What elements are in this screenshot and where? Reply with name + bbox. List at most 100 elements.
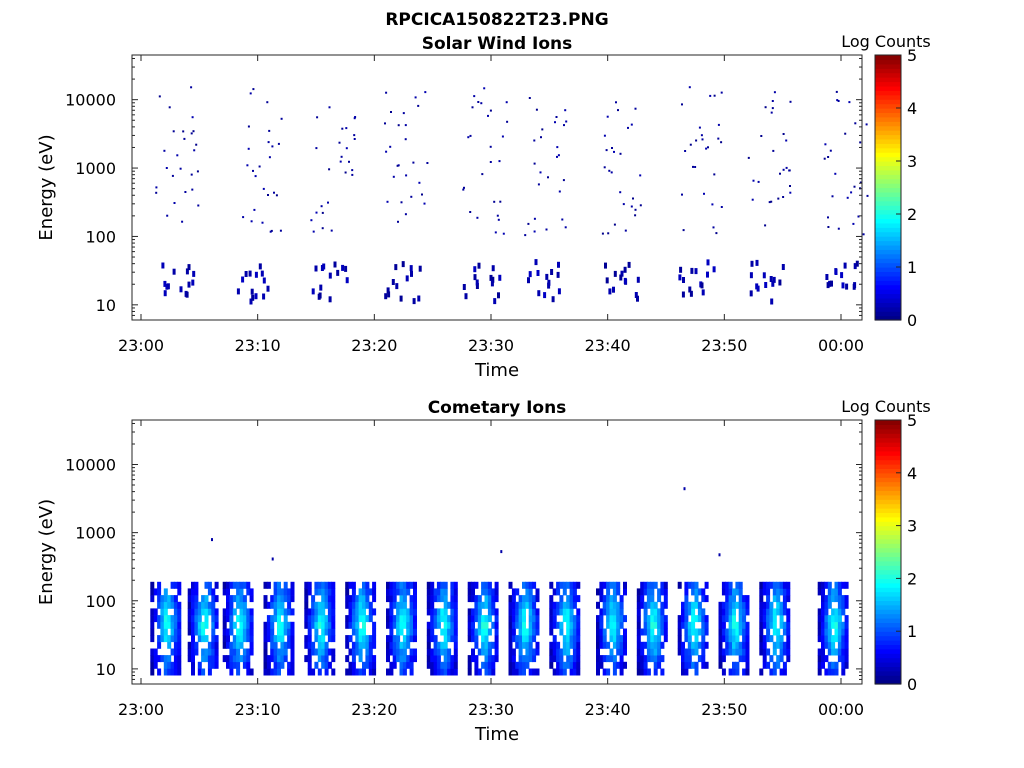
heatmap-cell — [547, 279, 551, 286]
heatmap-cell — [682, 229, 685, 232]
heatmap-cell — [338, 141, 341, 144]
heatmap-cell — [646, 621, 651, 629]
heatmap-cell — [177, 581, 182, 589]
heatmap-cell — [776, 588, 781, 596]
heatmap-cell — [535, 588, 540, 596]
heatmap-cell — [515, 661, 520, 669]
heatmap-cell — [533, 139, 536, 142]
heatmap-cell — [619, 655, 624, 663]
heatmap-cell — [211, 635, 216, 643]
heatmap-cell — [569, 581, 574, 589]
heatmap-cell — [769, 668, 774, 676]
heatmap-cell — [742, 655, 747, 663]
heatmap-cell — [187, 281, 191, 288]
heatmap-cell — [307, 641, 312, 649]
heatmap-cell — [576, 668, 581, 676]
heatmap-cell — [194, 615, 199, 623]
heatmap-cell — [728, 615, 733, 623]
heatmap-cell — [173, 601, 178, 609]
heatmap-cell — [166, 214, 169, 217]
heatmap-cell — [283, 641, 288, 649]
heatmap-cell — [663, 615, 668, 623]
heatmap-cell — [473, 266, 477, 273]
heatmap-cell — [762, 601, 767, 609]
heatmap-cell — [494, 231, 497, 234]
heatmap-cell — [214, 661, 219, 669]
heatmap-cell — [657, 621, 662, 629]
heatmap-cell — [508, 655, 513, 663]
heatmap-cell — [321, 227, 324, 230]
heatmap-cell — [759, 621, 764, 629]
heatmap-cell — [168, 106, 171, 109]
heatmap-cell — [481, 588, 486, 596]
colorbar-segment — [875, 604, 901, 610]
heatmap-cell — [840, 272, 844, 279]
heatmap-cell — [824, 581, 829, 589]
heatmap-cell — [453, 581, 458, 589]
heatmap-cell — [280, 608, 285, 616]
heatmap-cell — [450, 595, 455, 603]
heatmap-cell — [344, 171, 347, 174]
colorbar-segment — [875, 486, 901, 491]
heatmap-cell — [657, 655, 662, 663]
heatmap-cell — [321, 588, 326, 596]
heatmap-cell — [246, 588, 251, 596]
heatmap-cell — [409, 668, 414, 676]
heatmap-cell — [287, 608, 292, 616]
heatmap-cell — [782, 661, 787, 669]
heatmap-cell — [348, 621, 353, 629]
heatmap-cell — [766, 601, 771, 609]
heatmap-cell — [824, 635, 829, 643]
heatmap-cell — [392, 615, 397, 623]
heatmap-cell — [576, 628, 581, 636]
heatmap-cell — [764, 106, 767, 109]
heatmap-cell — [271, 145, 274, 148]
heatmap-cell — [539, 171, 542, 174]
colorbar-segment — [875, 538, 901, 544]
heatmap-cell — [232, 608, 237, 616]
heatmap-cell — [368, 588, 373, 596]
heatmap-cell — [333, 261, 337, 268]
heatmap-cell — [551, 296, 555, 303]
heatmap-cell — [406, 628, 411, 636]
heatmap-cell — [207, 648, 212, 656]
heatmap-cell — [643, 588, 648, 596]
heatmap-cell — [440, 595, 445, 603]
heatmap-cell — [314, 621, 319, 629]
heatmap-cell — [650, 615, 655, 623]
heatmap-cell — [694, 588, 699, 596]
heatmap-cell — [270, 595, 275, 603]
heatmap-cell — [421, 193, 423, 196]
heatmap-cell — [409, 265, 413, 272]
heatmap-cell — [368, 635, 373, 643]
heatmap-cell — [232, 641, 237, 649]
y-tick-label: 10000 — [65, 91, 116, 110]
heatmap-cell — [518, 601, 523, 609]
heatmap-cell — [742, 615, 747, 623]
heatmap-cell — [596, 615, 600, 623]
heatmap-cell — [718, 635, 723, 643]
heatmap-cell — [392, 175, 395, 178]
heatmap-cell — [508, 595, 513, 603]
heatmap-cell — [789, 191, 792, 194]
heatmap-cell — [179, 286, 183, 293]
heatmap-cell — [211, 621, 216, 629]
heatmap-cell — [831, 621, 836, 629]
heatmap-cell — [715, 232, 718, 235]
heatmap-cell — [865, 123, 868, 126]
heatmap-cell — [612, 641, 617, 649]
heatmap-cell — [351, 601, 356, 609]
heatmap-cell — [650, 628, 655, 636]
heatmap-cell — [491, 641, 496, 649]
heatmap-cell — [453, 608, 458, 616]
heatmap-cell — [232, 635, 237, 643]
heatmap-cell — [474, 581, 479, 589]
heatmap-cell — [785, 139, 788, 142]
heatmap-cell — [191, 188, 194, 191]
heatmap-cell — [484, 628, 489, 636]
heatmap-cells — [150, 487, 849, 676]
heatmap-cell — [226, 661, 230, 669]
heatmap-cell — [599, 595, 604, 603]
heatmap-cell — [759, 628, 764, 636]
heatmap-cell — [821, 601, 825, 609]
